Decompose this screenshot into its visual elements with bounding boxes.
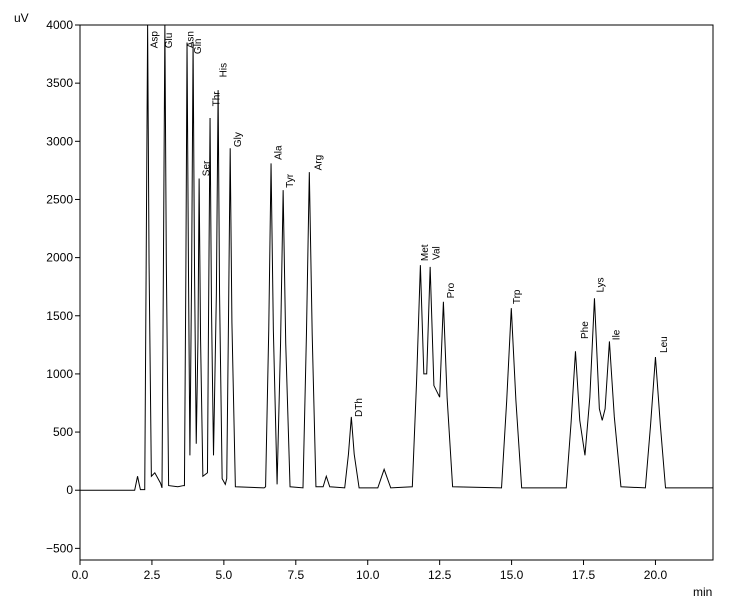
y-tick-label: 500 xyxy=(53,425,73,439)
peak-label: DTh xyxy=(354,398,365,417)
x-tick-label: 20.0 xyxy=(644,568,668,582)
peak-label: Leu xyxy=(659,336,670,353)
peak-label: Glu xyxy=(164,33,175,49)
x-axis-label: min xyxy=(693,585,712,599)
plot-area xyxy=(80,25,713,491)
x-tick-label: 2.5 xyxy=(144,568,161,582)
x-tick-label: 5.0 xyxy=(216,568,233,582)
peak-label: Asp xyxy=(150,31,161,49)
peak-label: Ser xyxy=(201,160,212,176)
chromatogram-trace xyxy=(80,25,713,491)
peak-label: Lys xyxy=(596,277,607,292)
y-tick-label: 3000 xyxy=(46,134,73,148)
peak-label: His xyxy=(219,63,230,77)
y-tick-label: 2500 xyxy=(46,192,73,206)
y-tick-label: −500 xyxy=(46,541,73,555)
y-tick-label: 1500 xyxy=(46,309,73,323)
peak-label: Ala xyxy=(273,145,284,160)
y-tick-label: 3500 xyxy=(46,76,73,90)
peak-label: Gln xyxy=(193,39,204,55)
x-tick-label: 0.0 xyxy=(72,568,89,582)
peak-label: Val xyxy=(432,246,443,260)
peak-label: Asn xyxy=(186,31,197,48)
peak-label: Trp xyxy=(512,289,523,304)
peak-label: Met xyxy=(420,244,431,261)
x-tick-label: 17.5 xyxy=(572,568,596,582)
peak-label: Gly xyxy=(233,132,244,147)
peak-label: Thr xyxy=(212,91,223,107)
y-tick-label: 2000 xyxy=(46,251,73,265)
y-axis-label: uV xyxy=(14,11,29,25)
peak-label: Ile xyxy=(611,329,622,340)
peak-label: Phe xyxy=(580,321,591,339)
x-tick-label: 7.5 xyxy=(287,568,304,582)
y-tick-label: 1000 xyxy=(46,367,73,381)
x-tick-label: 15.0 xyxy=(500,568,524,582)
x-tick-label: 10.0 xyxy=(356,568,380,582)
y-tick-label: 4000 xyxy=(46,18,73,32)
x-tick-label: 12.5 xyxy=(428,568,452,582)
peak-label: Pro xyxy=(446,282,457,298)
y-tick-label: 0 xyxy=(66,483,73,497)
peak-label: Tyr xyxy=(285,173,296,188)
plot-frame xyxy=(79,24,714,561)
peak-label: Arg xyxy=(314,155,325,171)
